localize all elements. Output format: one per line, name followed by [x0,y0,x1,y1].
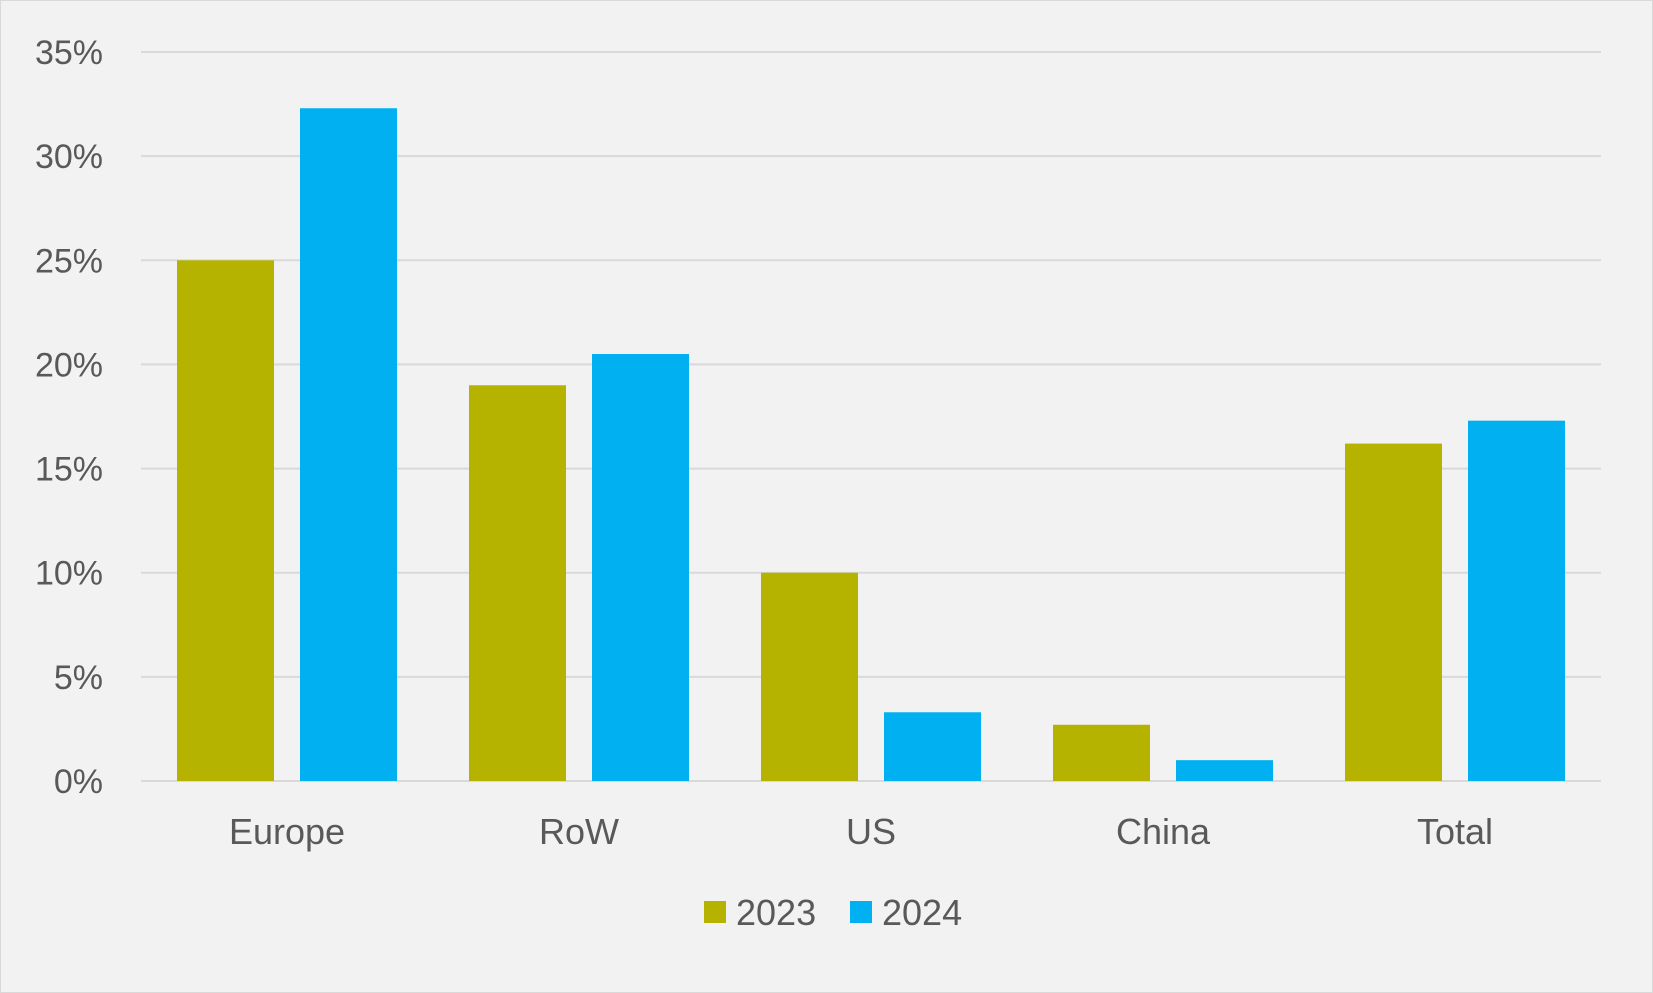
y-tick-label: 10% [35,555,103,593]
y-tick-label: 15% [35,451,103,489]
bar-total-2024 [1468,420,1565,781]
bar-europe-2023 [177,260,274,781]
legend: 2023 2024 [704,892,962,933]
x-category-label: China [1116,811,1211,852]
y-tick-label: 25% [35,242,103,280]
legend-swatch-2023 [704,901,726,923]
y-tick-label: 20% [35,346,103,384]
legend-swatch-2024 [850,901,872,923]
x-axis-category-labels: Europe RoW US China Total [229,811,1493,852]
y-tick-label: 5% [54,659,103,697]
bar-row-2024 [592,354,689,781]
y-tick-label: 30% [35,138,103,176]
bar-total-2023 [1345,443,1442,781]
legend-label: 2023 [736,892,816,933]
x-category-label: Europe [229,811,345,852]
bar-us-2023 [761,572,858,781]
bar-us-2024 [884,712,981,781]
x-category-label: Total [1417,811,1493,852]
y-axis-tick-labels: 0% 5% 10% 15% 20% 25% 30% 35% [35,34,103,801]
y-tick-label: 0% [54,763,103,801]
x-category-label: RoW [539,811,619,852]
bar-row-2023 [469,385,566,781]
legend-label: 2024 [882,892,962,933]
bar-europe-2024 [300,108,397,782]
x-category-label: US [846,811,896,852]
bar-china-2023 [1053,724,1150,781]
bar-china-2024 [1176,760,1273,781]
y-tick-label: 35% [35,34,103,72]
bars [177,108,1565,782]
